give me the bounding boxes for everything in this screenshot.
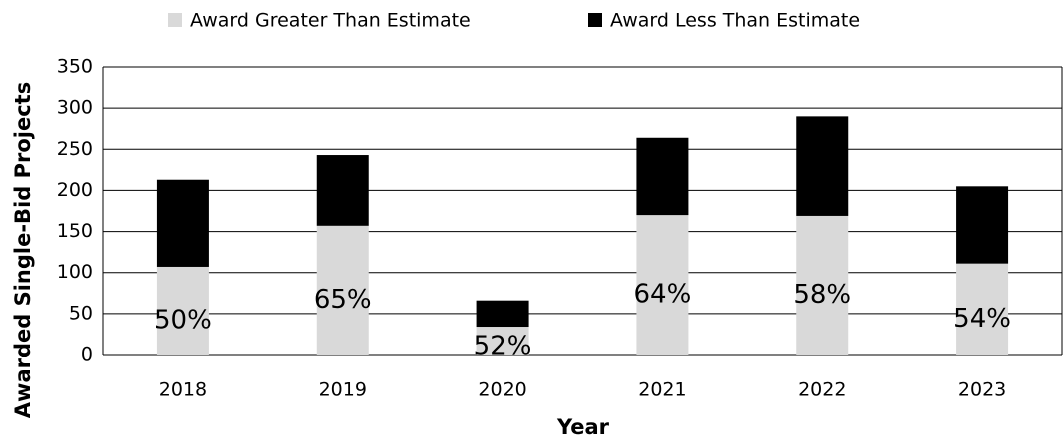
legend-label: Award Less Than Estimate xyxy=(610,10,860,32)
y-tick-label: 0 xyxy=(81,344,93,366)
bar-annotation: 64% xyxy=(634,280,692,310)
x-tick-label: 2020 xyxy=(478,379,526,401)
x-axis-label: Year xyxy=(556,415,610,439)
y-tick-label: 200 xyxy=(57,179,93,201)
bar-segment xyxy=(796,116,849,216)
legend-swatch xyxy=(168,13,182,27)
bar-annotation: 58% xyxy=(793,280,851,310)
bar-segment xyxy=(476,300,529,328)
legend-label: Award Greater Than Estimate xyxy=(190,10,471,32)
bar-segment xyxy=(316,155,369,226)
bar-segment xyxy=(156,179,209,267)
y-tick-label: 100 xyxy=(57,261,93,283)
y-axis-label: Awarded Single-Bid Projects xyxy=(11,82,35,418)
x-tick-label: 2021 xyxy=(638,379,686,401)
legend-swatch xyxy=(588,13,602,27)
y-tick-label: 300 xyxy=(57,97,93,119)
bar-annotation: 65% xyxy=(314,285,372,315)
y-tick-label: 150 xyxy=(57,220,93,242)
y-tick-label: 250 xyxy=(57,138,93,160)
x-tick-label: 2022 xyxy=(798,379,846,401)
bar-annotation: 54% xyxy=(953,304,1011,334)
y-tick-label: 50 xyxy=(69,302,93,324)
bar-segment xyxy=(636,137,689,216)
x-tick-label: 2023 xyxy=(958,379,1006,401)
bar-segment xyxy=(636,215,689,355)
bar-segment xyxy=(316,225,369,355)
bar-segment xyxy=(476,327,529,355)
x-tick-label: 2019 xyxy=(319,379,367,401)
bar-annotation: 50% xyxy=(154,305,212,335)
bar-segment xyxy=(156,266,209,355)
bar-annotation: 52% xyxy=(474,332,532,362)
bar-segment xyxy=(796,215,849,355)
x-tick-label: 2018 xyxy=(159,379,207,401)
bar-segment xyxy=(956,263,1009,355)
bar-segment xyxy=(956,186,1009,264)
y-tick-label: 350 xyxy=(57,56,93,78)
